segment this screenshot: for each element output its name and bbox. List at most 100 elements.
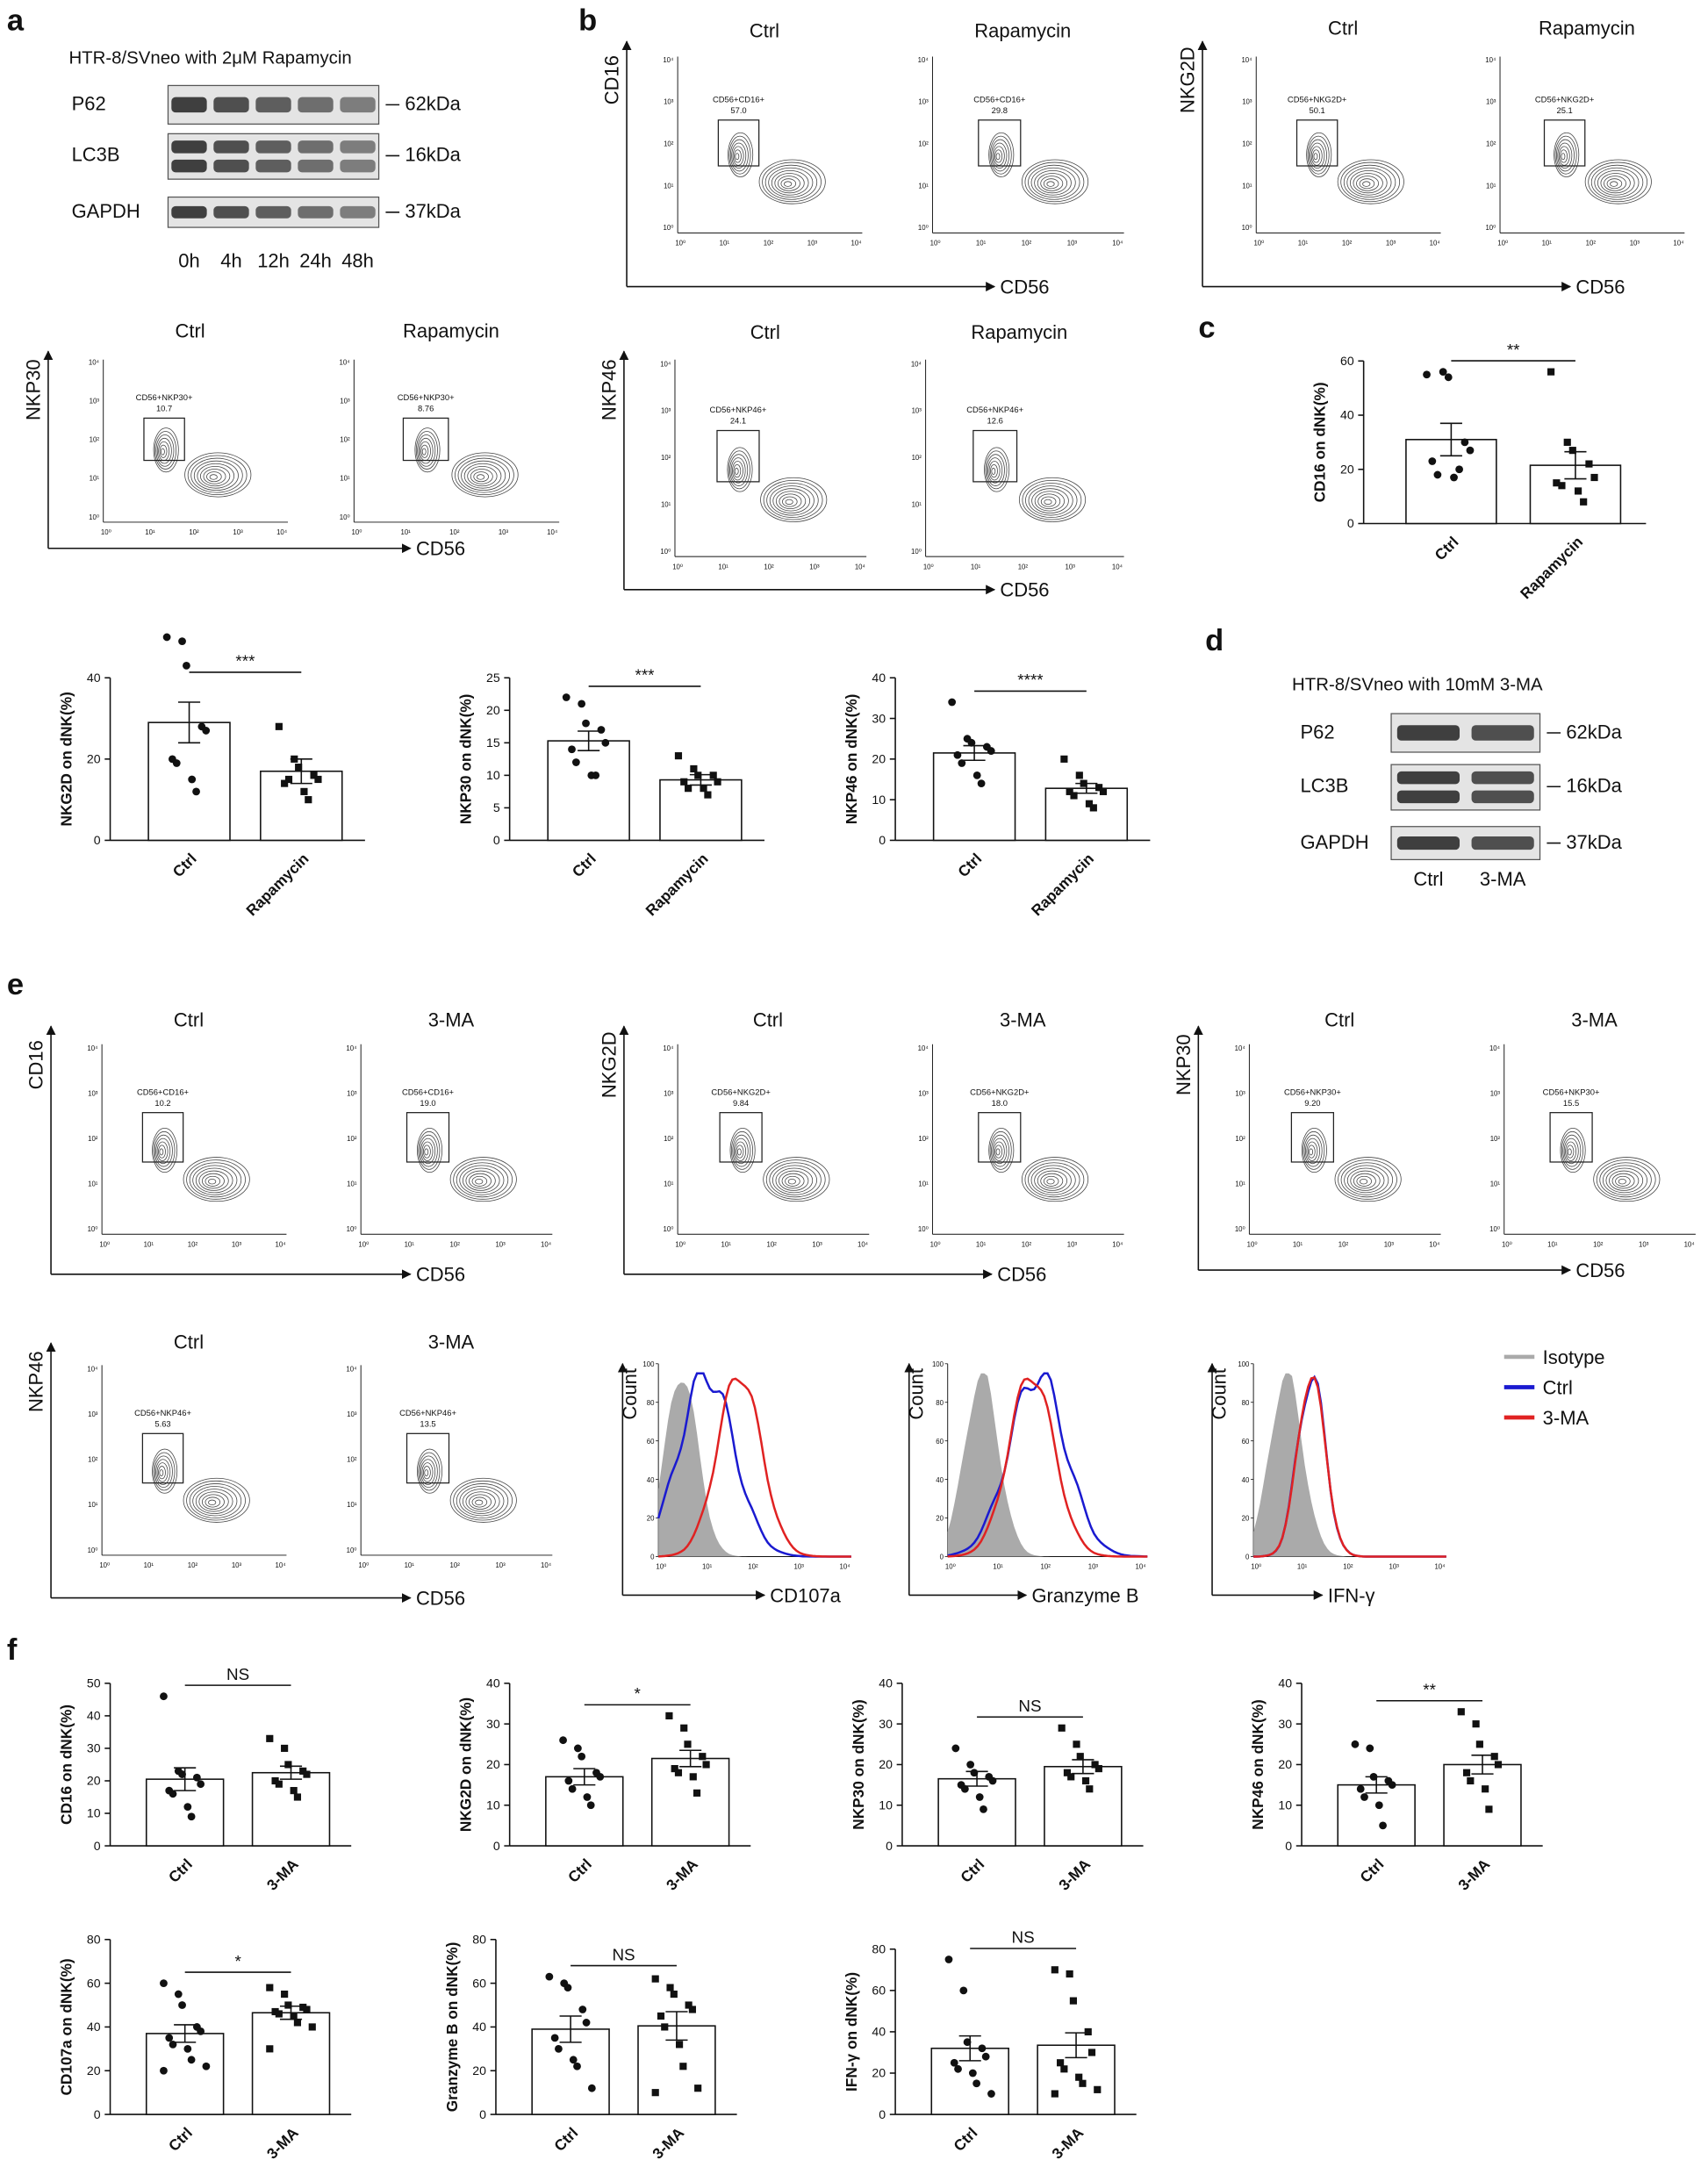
gate: [141, 1432, 184, 1484]
contour: [1360, 1178, 1368, 1185]
flow-tick-label: 10²: [918, 1135, 929, 1143]
data-point: [651, 1975, 659, 1983]
data-point: [950, 2058, 958, 2067]
flow-tick-label: 10⁴: [1485, 56, 1496, 64]
data-point: [674, 1769, 683, 1776]
flow-tick-label: 10⁴: [1673, 239, 1683, 247]
plot-title: Rapamycin: [1539, 17, 1635, 39]
contour: [989, 135, 1012, 175]
y-tick-label: 20: [486, 703, 500, 717]
contour: [199, 465, 231, 487]
contour: [989, 1130, 1012, 1170]
contour: [183, 1477, 250, 1523]
y-tick-label: 10: [87, 1806, 101, 1820]
flow-tick-label: 10⁰: [1485, 224, 1496, 232]
flow-tick-label: 10⁰: [918, 1225, 929, 1233]
flow-tick-label: 10³: [347, 1410, 357, 1418]
hist-tick-label: 60: [936, 1438, 944, 1446]
data-point: [290, 2012, 298, 2020]
flow-tick-label: 10¹: [144, 1240, 154, 1248]
contour: [1303, 1130, 1325, 1170]
flow-tick-label: 10¹: [347, 1501, 357, 1509]
data-point: [1073, 1740, 1080, 1748]
blot-row-label: GAPDH: [72, 200, 140, 222]
contour: [1600, 173, 1631, 194]
flow-tick-label: 10¹: [340, 475, 350, 483]
contour: [1034, 1167, 1072, 1194]
contour: [1554, 132, 1580, 177]
contour: [424, 1148, 429, 1156]
flow-tick-label: 10³: [340, 397, 350, 405]
data-point: [657, 2012, 665, 2020]
blot-band: [340, 205, 376, 219]
plot-title: 3-MA: [428, 1331, 475, 1353]
data-point: [987, 747, 995, 755]
y-tick-label: 30: [879, 1717, 893, 1731]
data-point: [1084, 2027, 1092, 2036]
flow-tick-label: 10⁴: [660, 360, 671, 368]
data-point: [674, 752, 683, 760]
blot-band: [1471, 771, 1534, 785]
contour: [206, 471, 222, 483]
flow-tick-label: 10⁴: [663, 1044, 673, 1052]
contour: [730, 457, 746, 484]
flow-tick-label: 10⁴: [918, 1044, 929, 1052]
blot-band: [171, 97, 207, 113]
error-bar: [177, 701, 201, 744]
contour: [1337, 159, 1404, 205]
y-tick-label: 80: [87, 1932, 101, 1946]
bar: [650, 1757, 730, 1847]
contour: [992, 1137, 1008, 1165]
contour: [988, 1128, 1015, 1173]
flow-tick-label: 10²: [766, 1240, 777, 1248]
error-bar: [679, 1749, 702, 1768]
y-tick-label: 40: [872, 2025, 886, 2039]
data-point: [592, 771, 600, 779]
flow-tick-label: 10⁰: [672, 563, 683, 570]
contour: [1359, 178, 1375, 190]
contour: [1615, 1175, 1631, 1187]
contour: [449, 1157, 517, 1202]
blot-band: [1471, 725, 1534, 741]
x-tick-label: Rapamycin: [1517, 533, 1586, 602]
gate-label: CD56+NKG2D+: [711, 1087, 771, 1096]
data-point: [178, 637, 186, 645]
gate: [978, 1112, 1022, 1163]
data-point: [1494, 1761, 1503, 1769]
contour: [1303, 1134, 1323, 1167]
data-point: [1450, 473, 1458, 482]
flow-tick-label: 10⁰: [930, 239, 941, 247]
y-tick-label: 40: [1340, 408, 1354, 422]
error-bar: [665, 2011, 688, 2042]
contour: [421, 1462, 434, 1482]
data-point: [694, 771, 702, 779]
y-tick-label: 10: [879, 1798, 893, 1812]
flow-tick-label: 10³: [809, 563, 820, 570]
flow-tick-label: 10³: [1235, 1089, 1245, 1097]
data-point: [573, 1744, 582, 1753]
contour: [1560, 149, 1568, 163]
data-point: [680, 778, 688, 786]
lane-label: Ctrl: [1413, 868, 1443, 890]
legend-label: Ctrl: [1543, 1376, 1573, 1398]
contour: [1343, 164, 1396, 200]
contour: [475, 1499, 484, 1506]
contour: [1044, 499, 1052, 506]
plot-title: Rapamycin: [971, 321, 1067, 343]
y-tick-label: 0: [1347, 516, 1354, 530]
data-point: [1455, 465, 1464, 474]
error-bar: [1065, 2032, 1087, 2059]
y-axis-label: NKG2D on dNK(%): [457, 1697, 475, 1832]
lane-label: 0h: [178, 250, 199, 272]
contour: [728, 450, 750, 490]
contour: [461, 460, 506, 492]
gate-label: CD56+NKP30+: [1284, 1087, 1341, 1096]
axis-label: CD56: [416, 1264, 465, 1286]
blot-band: [1396, 725, 1460, 741]
contour: [417, 434, 436, 467]
flow-tick-label: 10⁴: [1434, 1563, 1445, 1571]
flow-tick-label: 10³: [88, 1089, 98, 1097]
gate: [405, 1112, 450, 1163]
flow-tick-label: 10³: [1630, 239, 1640, 247]
